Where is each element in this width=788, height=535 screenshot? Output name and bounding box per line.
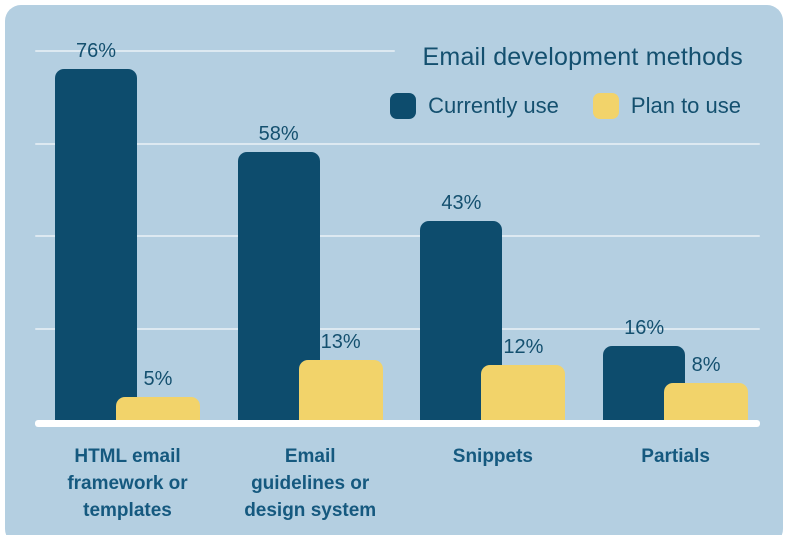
legend-item-currently-use: Currently use	[390, 93, 559, 119]
chart-title: Email development methods	[422, 43, 743, 71]
bar-value-label: 13%	[320, 330, 361, 353]
bar-value-label: 8%	[691, 354, 721, 376]
currently-use-swatch-icon	[390, 93, 417, 119]
legend: Currently use Plan to use	[390, 93, 741, 119]
plan-to-use-swatch-icon	[592, 93, 619, 119]
bar-value-label: 16%	[624, 317, 665, 339]
bar-value-label: 12%	[503, 335, 544, 358]
bar-value-label: 5%	[143, 367, 173, 390]
x-axis-line	[35, 420, 760, 427]
gridline-60	[35, 142, 760, 145]
legend-item-plan-to-use: Plan to use	[592, 93, 741, 119]
gridline-20	[35, 327, 760, 330]
bar-currently-use	[55, 68, 137, 420]
legend-label-plan-to-use: Plan to use	[630, 93, 741, 118]
category-label: Partials	[641, 446, 710, 467]
bar-plan-to-use	[664, 383, 749, 420]
bar-value-label: 58%	[258, 122, 299, 145]
bar-plan-to-use	[116, 396, 200, 420]
legend-label-currently-use: Currently use	[428, 93, 559, 118]
category-label: HTML email framework or templates	[67, 446, 188, 521]
category-label: Email guidelines or design system	[244, 446, 377, 521]
bar-plan-to-use	[298, 359, 383, 420]
bar-value-label: 43%	[441, 192, 482, 215]
gridline-40	[35, 235, 760, 237]
chart-card: Email development methods Currently use …	[5, 5, 783, 535]
gridline-80	[35, 50, 395, 52]
category-label: Snippets	[452, 446, 533, 467]
bar-value-label: 76%	[75, 39, 117, 62]
bar-plan-to-use	[481, 364, 566, 420]
